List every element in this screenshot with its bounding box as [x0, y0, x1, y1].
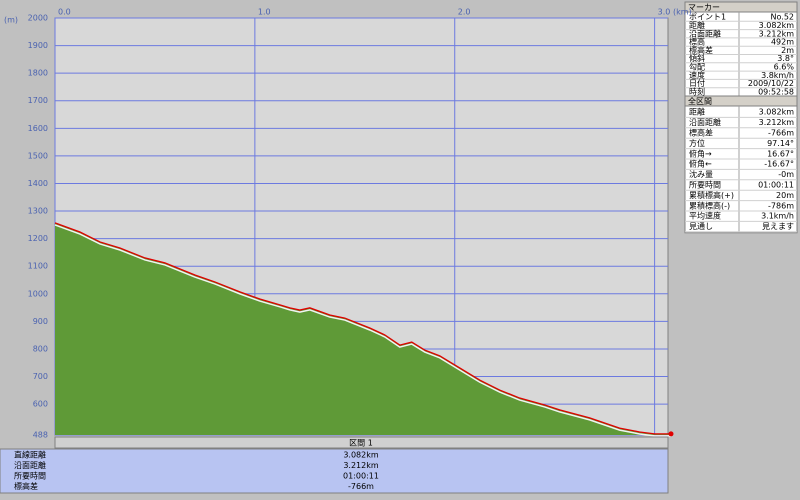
row-label: 累積標高(-)	[689, 200, 730, 210]
y-tick-label: 1000	[28, 289, 48, 298]
row-label: 平均速度	[689, 211, 721, 221]
row-value: -766m	[348, 482, 374, 491]
panel-title: 全区間	[688, 96, 712, 106]
row-value: 3.212km	[759, 29, 795, 38]
row-label: 日付	[689, 78, 705, 88]
y-tick-label: 800	[33, 344, 48, 353]
section-bar[interactable]	[54, 436, 669, 449]
y-tick-label: 900	[33, 317, 48, 326]
y-tick-label: 1100	[28, 262, 48, 271]
elevation-line	[54, 222, 671, 435]
row-value: 16.67°	[767, 149, 794, 158]
row-value: 3.1km/h	[761, 212, 794, 221]
row-label: 方位	[689, 138, 705, 148]
row-value: 3.8°	[777, 54, 794, 63]
row-value: 3.212km	[759, 118, 795, 127]
row-value: 09:52:58	[758, 87, 794, 96]
x-tick-label: 0.0	[58, 8, 71, 17]
row-value: 見えます	[762, 222, 794, 231]
row-value: -0m	[778, 170, 794, 179]
row-value: -766m	[768, 129, 794, 138]
y-tick-label: 1900	[28, 41, 48, 50]
row-label: 標高差	[689, 45, 713, 55]
bottom-panel	[0, 448, 669, 494]
y-tick-label: 600	[33, 400, 48, 409]
y-tick-label: 488	[33, 431, 48, 440]
row-label: 累積標高(+)	[689, 190, 734, 200]
row-value: 492m	[771, 38, 794, 47]
y-tick-label: 2000	[28, 14, 48, 23]
row-value: 3.082km	[759, 21, 795, 30]
y-tick-label: 700	[33, 372, 48, 381]
row-value: 3.212km	[343, 461, 379, 470]
row-label: 速度	[689, 70, 705, 80]
row-label: 俯角←	[689, 159, 712, 169]
row-label: 標高差	[689, 128, 713, 138]
row-label: 時刻	[689, 86, 705, 96]
row-value: 01:00:11	[343, 472, 379, 481]
row-value: 20m	[776, 191, 794, 200]
row-label: 距離	[689, 20, 705, 30]
x-tick-label: 1.0	[258, 8, 271, 17]
row-label: 沿面距離	[689, 117, 721, 127]
row-value: -786m	[768, 201, 794, 210]
row-value: 01:00:11	[758, 181, 794, 190]
row-value: 2m	[781, 46, 794, 55]
y-tick-label: 1300	[28, 207, 48, 216]
row-label: 見通し	[689, 221, 713, 231]
row-label: 距離	[689, 107, 705, 117]
row-label: 沿面距離	[14, 460, 46, 470]
row-value: -16.67°	[764, 160, 794, 169]
row-label: 沈み量	[689, 169, 713, 179]
row-value: 3.8km/h	[761, 71, 794, 80]
row-label: 標高	[689, 37, 705, 47]
row-value: 3.082km	[343, 451, 379, 460]
row-value: 3.082km	[759, 108, 795, 117]
panel-title: マーカー	[688, 3, 720, 12]
row-value: 6.6%	[774, 62, 795, 71]
elevation-area	[55, 222, 671, 435]
row-label: 沿面距離	[689, 28, 721, 38]
row-label: 所要時間	[14, 471, 46, 481]
row-label: 標高差	[14, 481, 38, 491]
elevation-line	[54, 224, 671, 437]
row-label: ポイント1	[689, 13, 726, 22]
row-label: 直線距離	[14, 450, 46, 460]
row-label: 俯角→	[689, 148, 712, 158]
row-label: 傾斜	[689, 53, 705, 63]
y-tick-label: 1200	[28, 234, 48, 243]
y-unit: (m)	[4, 16, 18, 25]
x-unit: (km)	[673, 8, 692, 17]
row-value: No.52	[771, 13, 794, 22]
x-tick-label: 2.0	[458, 8, 471, 17]
y-tick-label: 1600	[28, 124, 48, 133]
row-label: 勾配	[689, 61, 705, 71]
y-tick-label: 1800	[28, 69, 48, 78]
marker-point	[668, 431, 674, 437]
section-label: 区間 1	[349, 439, 373, 448]
row-label: 所要時間	[689, 180, 721, 190]
row-value: 97.14°	[767, 139, 794, 148]
y-tick-label: 1500	[28, 151, 48, 160]
y-tick-label: 1700	[28, 96, 48, 105]
y-tick-label: 1400	[28, 179, 48, 188]
x-tick-label: 3.0	[658, 8, 671, 17]
row-value: 2009/10/22	[748, 79, 794, 88]
